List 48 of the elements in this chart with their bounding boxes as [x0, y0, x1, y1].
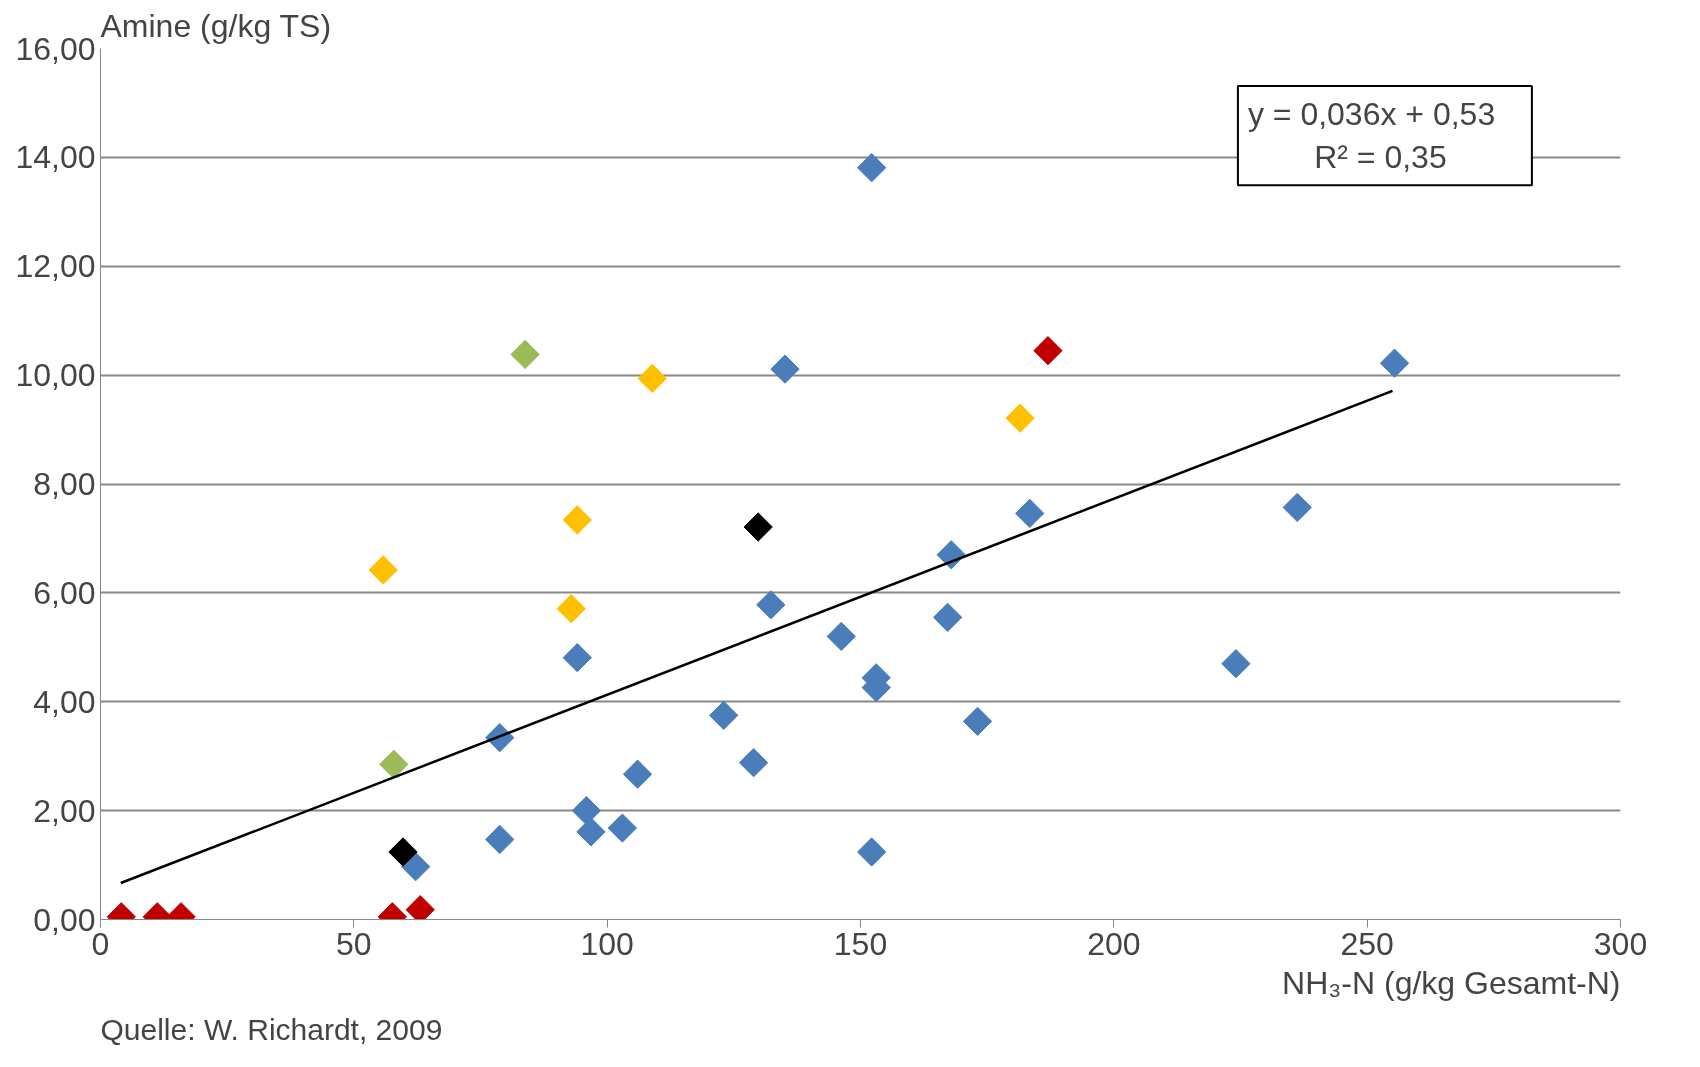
y-tick-label: 16,00: [15, 30, 96, 67]
point: [826, 621, 856, 652]
y-axis-title: Amine (g/kg TS): [100, 7, 332, 44]
annotation: y = 0,036x + 0,53 R² = 0,35: [1247, 96, 1496, 176]
point: [510, 339, 540, 370]
point: [388, 837, 418, 867]
point: [562, 643, 592, 673]
y-tick-label: 2,00: [33, 792, 96, 829]
point: [857, 153, 887, 183]
point: [933, 602, 963, 633]
point: [756, 590, 786, 620]
point: [401, 852, 431, 882]
x-tick-label: 250: [1340, 925, 1394, 962]
point: [1282, 492, 1312, 523]
x-tick-label: 150: [833, 925, 888, 962]
point: [857, 837, 887, 867]
point: [1379, 348, 1410, 378]
point: [1005, 403, 1035, 433]
y-tick-label: 12,00: [15, 248, 96, 285]
y-tick-label: 4,00: [33, 683, 96, 720]
y-tick-label: 8,00: [33, 466, 96, 502]
point: [1015, 498, 1045, 529]
point: [1221, 649, 1251, 679]
point: [485, 824, 515, 855]
x-tick-label: 200: [1087, 925, 1141, 962]
point: [709, 700, 739, 730]
point: [637, 363, 667, 394]
x-tick-label: 100: [580, 925, 634, 962]
point: [379, 749, 409, 779]
point: [562, 505, 592, 535]
source-note: Quelle: W. Richardt, 2009: [100, 1012, 443, 1046]
point: [962, 706, 993, 736]
point: [770, 354, 800, 384]
y-tick-label: 10,00: [15, 357, 96, 394]
point: [607, 813, 638, 843]
point: [576, 817, 606, 847]
x-axis-title: NH₃-N (g/kg Gesamt-N): [1282, 964, 1621, 1001]
point: [743, 512, 773, 542]
point: [1033, 335, 1063, 366]
y-tick-label: 6,00: [33, 574, 96, 611]
point: [556, 594, 586, 624]
y-tick-label: 14,00: [15, 139, 96, 176]
point: [368, 555, 398, 585]
point: [571, 795, 602, 826]
point: [622, 759, 653, 789]
x-tick-label: 50: [336, 925, 372, 962]
point: [738, 748, 769, 778]
x-tick-label: 300: [1593, 925, 1648, 962]
